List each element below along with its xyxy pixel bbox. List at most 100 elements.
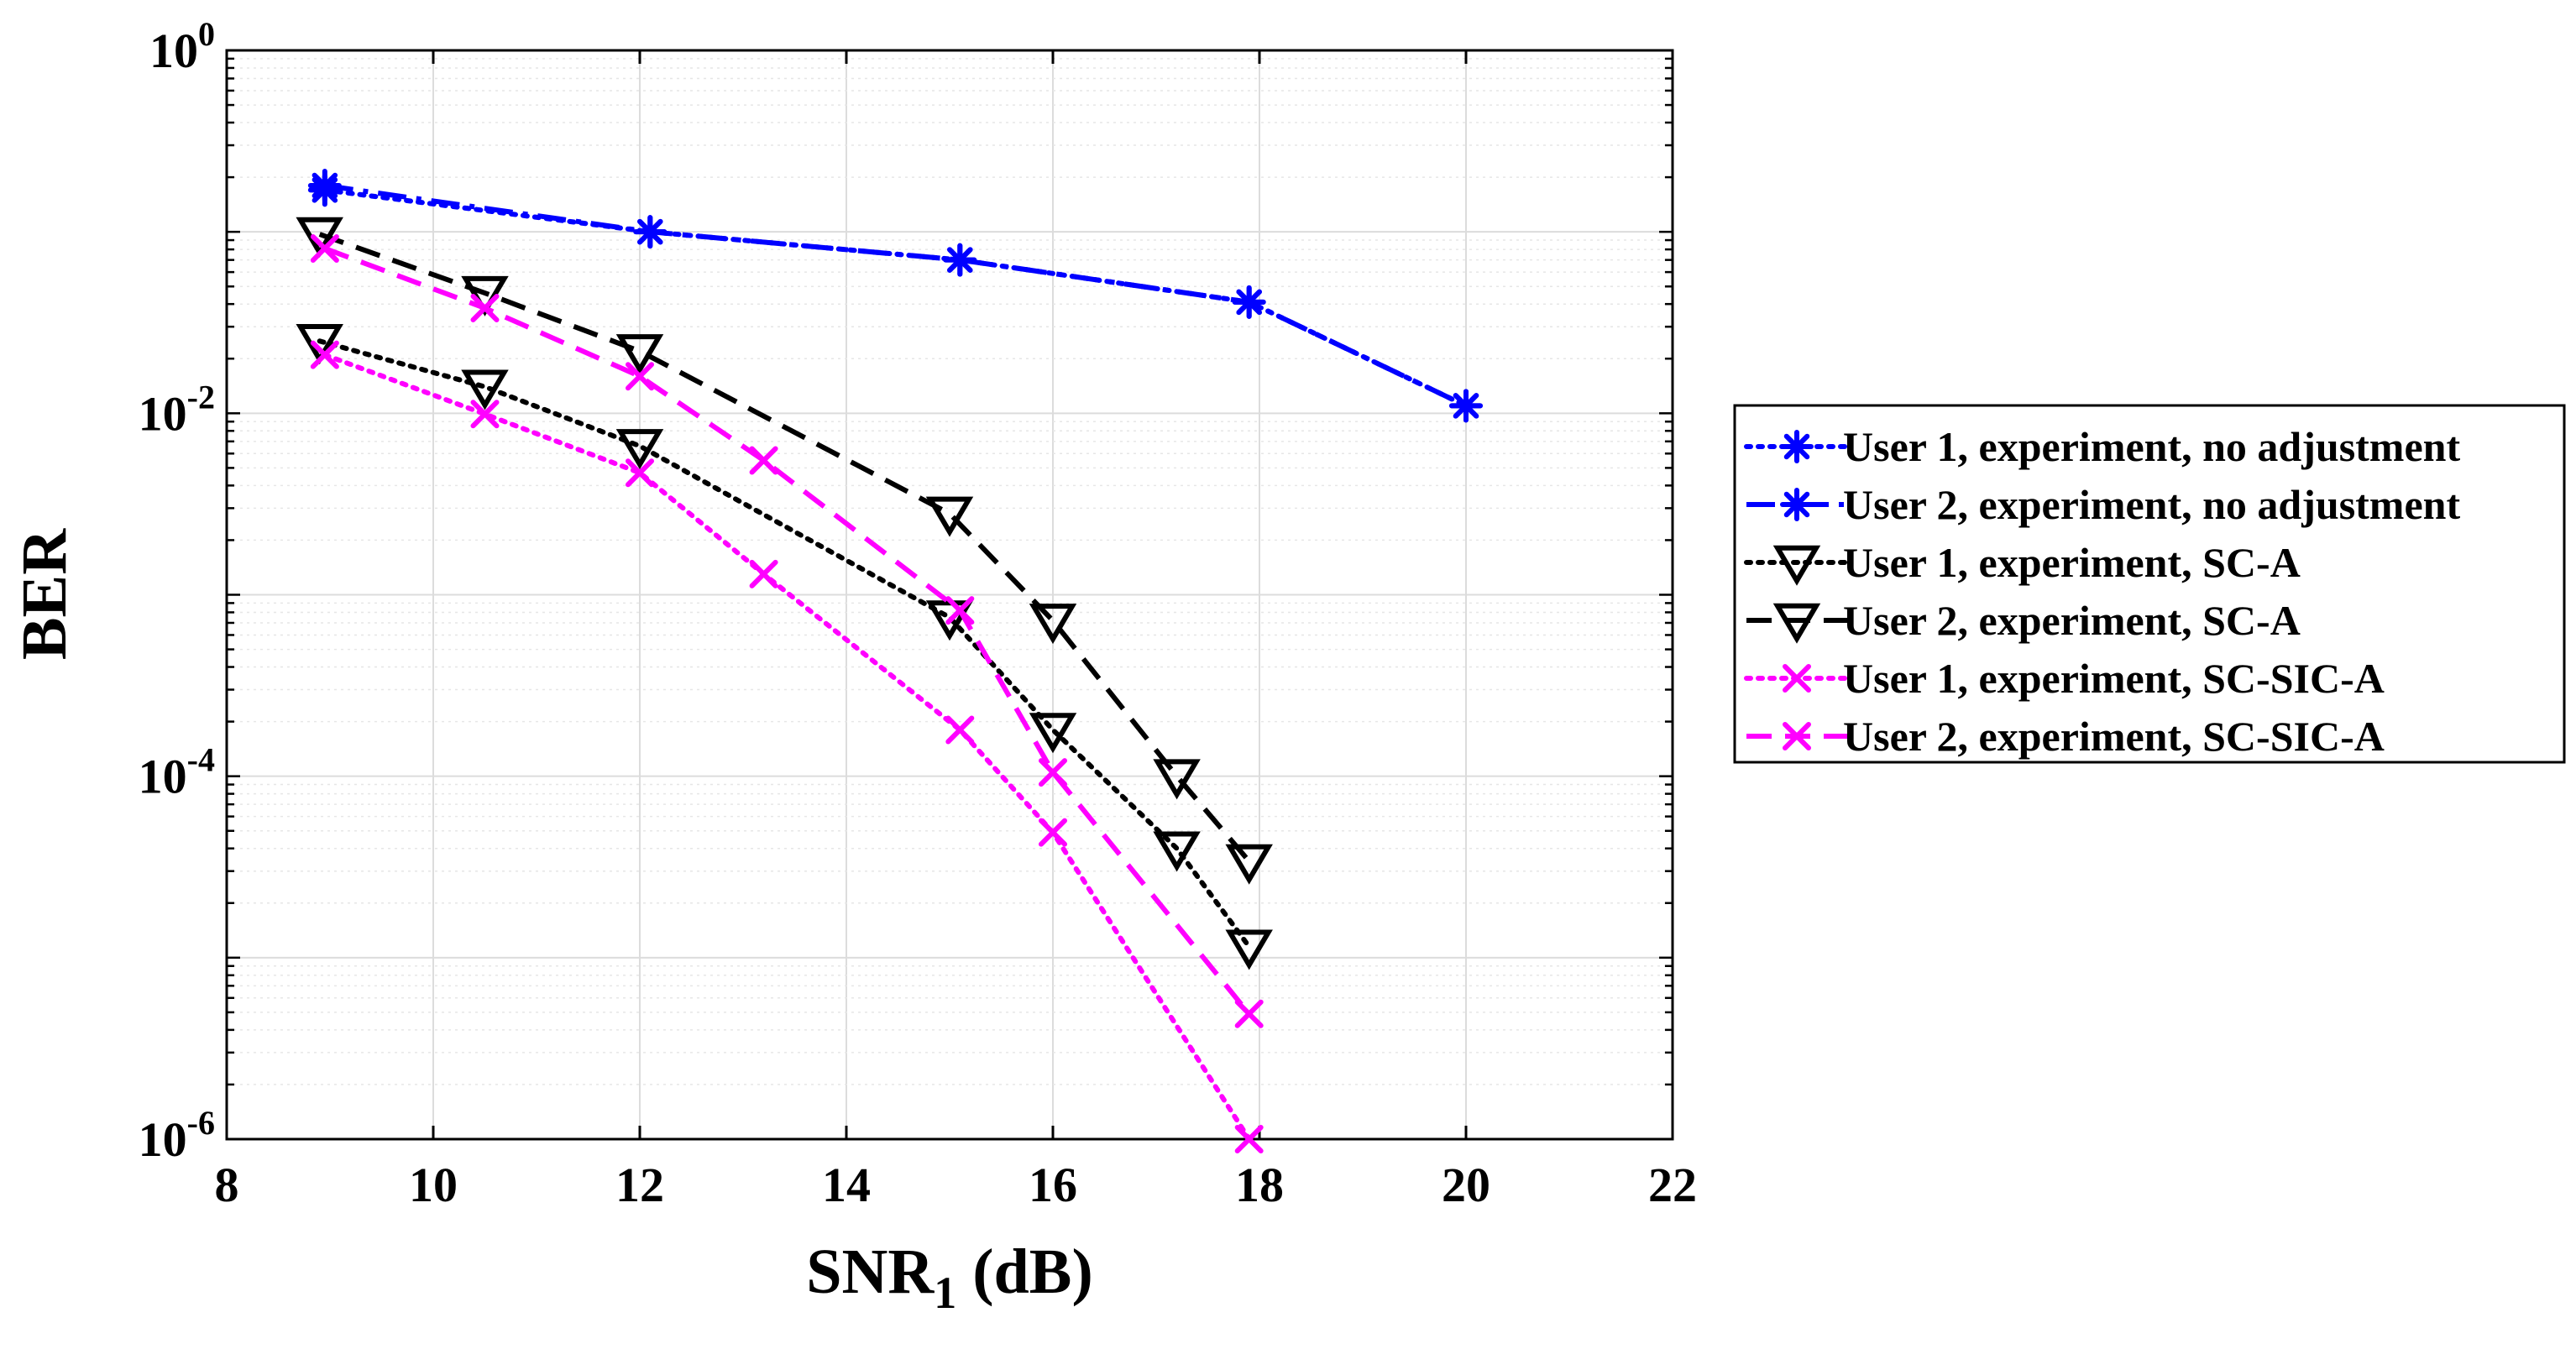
legend-marker — [1772, 603, 1821, 644]
data-point — [615, 429, 664, 470]
data-point — [633, 215, 668, 249]
data-point — [945, 596, 975, 625]
x-stroke — [470, 400, 500, 429]
series-line — [322, 352, 1252, 1142]
x-stroke — [1783, 722, 1811, 750]
triangle-shape — [1153, 759, 1201, 800]
asterisk-stroke — [1783, 491, 1810, 518]
data-point — [296, 217, 343, 258]
legend-label: User 2, experiment, SC-SIC-A — [1843, 713, 2385, 760]
triangle-shape — [615, 334, 664, 375]
series-line — [324, 183, 1468, 409]
x-stroke — [626, 458, 654, 488]
data-point — [626, 458, 654, 488]
legend-label: User 1, experiment, SC-A — [1843, 539, 2301, 586]
series-2 — [307, 168, 1483, 423]
legend-marker — [1783, 722, 1811, 750]
data-point — [1039, 818, 1067, 847]
data-point — [626, 362, 654, 391]
data-point — [749, 559, 778, 588]
x-tick-label: 16 — [1029, 1158, 1077, 1212]
triangle-shape — [1225, 844, 1273, 885]
y-tick-label: 10-4 — [139, 741, 215, 804]
data-point — [945, 715, 975, 745]
triangle-shape — [461, 369, 509, 410]
x-tick-label: 10 — [409, 1158, 458, 1212]
asterisk-stroke — [1453, 393, 1479, 419]
data-point — [925, 496, 974, 537]
data-point — [1449, 389, 1483, 423]
data-point — [1029, 713, 1077, 754]
data-point — [470, 400, 500, 429]
y-tick-label: 10-6 — [139, 1104, 215, 1167]
data-point — [296, 324, 343, 365]
data-point — [1225, 844, 1273, 885]
x-tick-label: 12 — [615, 1158, 664, 1212]
triangle-shape — [1225, 929, 1273, 970]
legend-entry-3: User 1, experiment, SC-A — [1744, 539, 2301, 586]
triangle-shape — [1029, 713, 1077, 754]
asterisk-stroke — [1783, 433, 1810, 460]
data-point — [1029, 604, 1077, 645]
asterisk-stroke — [312, 172, 338, 199]
legend-entry-5: User 1, experiment, SC-SIC-A — [1744, 655, 2385, 702]
x-stroke — [626, 362, 654, 391]
series-line — [318, 232, 1251, 863]
series-3 — [296, 324, 1273, 970]
triangle-shape — [296, 217, 343, 258]
triangle-shape — [1772, 545, 1821, 586]
data-point — [943, 243, 977, 277]
x-stroke — [310, 340, 339, 369]
x-stroke — [1234, 999, 1264, 1028]
triangle-shape — [615, 429, 664, 470]
legend: User 1, experiment, no adjustment User 2,… — [1733, 404, 2566, 764]
data-point — [1225, 929, 1273, 970]
series-line — [323, 246, 1252, 1016]
y-axis-ticks: 100 10-2 10-4 10-6 — [139, 15, 1673, 1167]
triangle-shape — [1772, 603, 1821, 644]
asterisk-stroke — [637, 218, 663, 245]
series-line — [317, 338, 1252, 949]
data-point — [307, 168, 342, 202]
series-1 — [307, 173, 1483, 423]
data-point — [1153, 831, 1201, 872]
legend-entry-2: User 2, experiment, no adjustment — [1746, 481, 2460, 528]
x-tick-label: 14 — [822, 1158, 871, 1212]
legend-marker — [1780, 488, 1814, 521]
x-stroke — [1783, 664, 1811, 693]
x-tick-label: 22 — [1648, 1158, 1697, 1212]
legend-box — [1733, 404, 2566, 764]
x-stroke — [749, 446, 778, 475]
asterisk-stroke — [947, 247, 973, 273]
legend-label: User 2, experiment, no adjustment — [1843, 481, 2460, 528]
x-tick-label: 20 — [1442, 1158, 1490, 1212]
legend-label: User 1, experiment, no adjustment — [1843, 423, 2460, 470]
x-stroke — [749, 559, 778, 588]
series-4 — [296, 217, 1273, 885]
y-axis-label: BER — [9, 528, 80, 660]
x-stroke — [1039, 818, 1067, 847]
x-axis-ticks: 8 10 12 14 16 18 20 22 — [215, 50, 1697, 1212]
x-tick-label: 8 — [215, 1158, 239, 1212]
series-6 — [310, 233, 1264, 1028]
x-stroke — [945, 715, 975, 745]
x-stroke — [945, 596, 975, 625]
data-point — [461, 369, 509, 410]
data-point — [749, 446, 778, 475]
series-5 — [310, 340, 1264, 1153]
y-tick-label: 100 — [149, 15, 215, 78]
x-stroke — [1234, 1125, 1264, 1153]
data-point — [1039, 758, 1067, 787]
triangle-shape — [1029, 604, 1077, 645]
triangle-shape — [1153, 831, 1201, 872]
data-point — [470, 294, 500, 323]
data-point — [1234, 999, 1264, 1028]
legend-marker — [1772, 545, 1821, 586]
legend-label: User 1, experiment, SC-SIC-A — [1843, 655, 2385, 702]
data-point — [310, 340, 339, 369]
x-tick-label: 18 — [1235, 1158, 1284, 1212]
x-axis-label: SNR1 (dB) — [806, 1237, 1093, 1318]
legend-label: User 2, experiment, SC-A — [1843, 597, 2301, 644]
legend-entry-4: User 2, experiment, SC-A — [1746, 597, 2301, 644]
x-stroke — [470, 294, 500, 323]
